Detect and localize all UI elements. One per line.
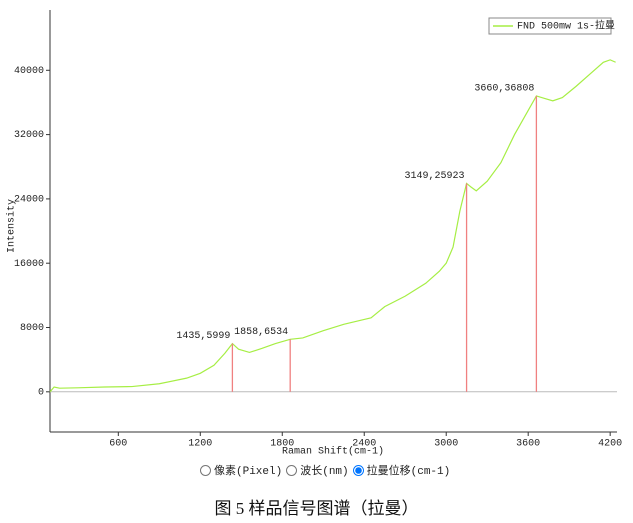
mode-label: 拉曼位移(cm-1)	[366, 466, 451, 478]
legend-box	[488, 17, 612, 35]
chart: Intensity Raman Shift(cm-1) 0 8000 16000 24…	[6, 10, 622, 458]
peak-label: 1858,6534	[234, 327, 288, 338]
x-tick-label: 1800	[270, 439, 294, 450]
mode-option[interactable]: 拉曼位移(cm-1)	[352, 462, 451, 478]
y-tick-label: 40000	[14, 66, 44, 77]
x-tick-label: 3600	[516, 439, 540, 450]
y-tick-label: 0	[38, 387, 44, 398]
figure-caption: 图 5 样品信号图谱（拉曼）	[214, 499, 419, 518]
x-tick-label: 4200	[598, 439, 622, 450]
legend-label: FND 500mw 1s-拉曼	[517, 19, 615, 33]
peak-label: 1435,5999	[176, 331, 230, 342]
y-axis-label: Intensity	[6, 199, 18, 253]
mode-option[interactable]: 波长(nm)	[286, 462, 349, 478]
x-tick-label: 1200	[188, 439, 212, 450]
x-axis-label: Raman Shift(cm-1)	[282, 446, 384, 458]
mode-label: 像素(Pixel)	[214, 466, 283, 478]
y-tick-label: 8000	[20, 323, 44, 334]
y-tick-label: 24000	[14, 195, 44, 206]
mode-label: 波长(nm)	[300, 466, 349, 478]
y-tick-label: 16000	[14, 259, 44, 270]
peak-label: 3149,25923	[405, 171, 465, 182]
mode-option[interactable]: 像素(Pixel)	[200, 462, 282, 478]
peak-label: 3660,36808	[474, 84, 534, 95]
y-tick-label: 32000	[14, 130, 44, 141]
x-tick-label: 600	[109, 439, 127, 450]
mode-radio[interactable]	[200, 464, 211, 476]
x-tick-label: 2400	[352, 439, 376, 450]
x-tick-label: 3000	[434, 439, 458, 450]
mode-radio[interactable]	[286, 464, 298, 476]
mode-radio[interactable]	[352, 464, 364, 476]
series-line	[49, 59, 616, 393]
view-mode-controls: 像素(Pixel) 波长(nm) 拉曼位移(cm-1)	[200, 462, 450, 478]
